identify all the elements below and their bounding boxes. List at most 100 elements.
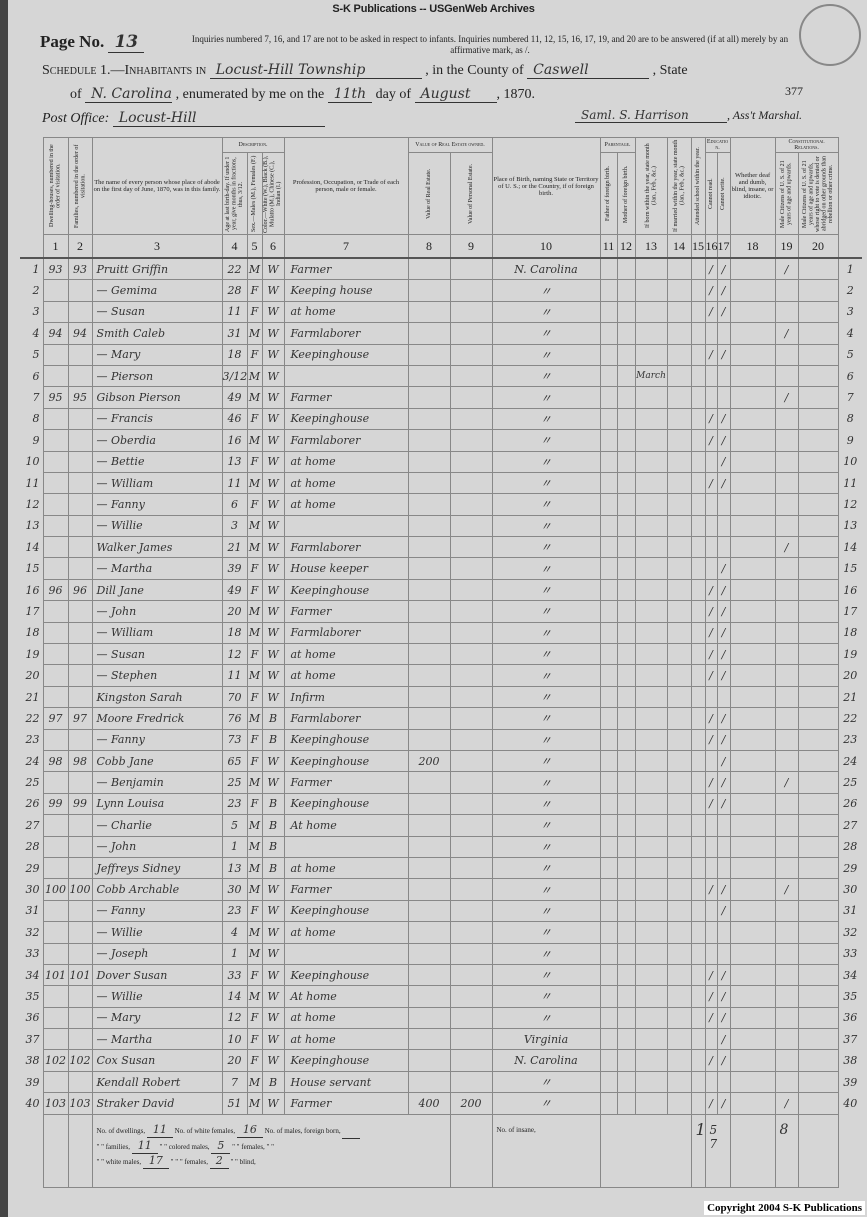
born-month xyxy=(634,1028,668,1051)
father-foreign xyxy=(599,257,618,281)
column-header-18: Whether deaf and dumb, blind, insane, or… xyxy=(729,137,776,235)
real-estate-value xyxy=(407,1049,451,1072)
father-foreign xyxy=(599,707,618,730)
column-header-3: The name of every person whose place of … xyxy=(91,137,223,235)
of-label: of xyxy=(70,87,82,102)
family-number xyxy=(67,899,93,923)
personal-estate-value xyxy=(449,450,493,473)
real-estate-value xyxy=(407,985,451,1008)
occupation: Farmer xyxy=(283,257,409,281)
column-number-row: 1 2 3 4 5 6 7 8 9 10 11 12 13 14 15 16 17 18 19 20 xyxy=(20,234,863,259)
foreign-males-label: No. of males, foreign born, xyxy=(264,1126,341,1135)
family-number xyxy=(67,536,93,559)
cannot-write xyxy=(716,835,731,858)
disability xyxy=(729,536,776,559)
color: W xyxy=(261,300,285,324)
married-month xyxy=(666,471,692,495)
sex: M xyxy=(246,878,263,901)
vote-denied xyxy=(797,814,839,837)
personal-estate-value xyxy=(449,429,493,452)
sex: F xyxy=(246,493,263,516)
color: W xyxy=(261,257,285,281)
real-estate-value xyxy=(407,450,451,473)
county: Caswell xyxy=(527,62,650,79)
column-header-text: Male Citizens of U. S. of 21 years of ag… xyxy=(780,159,793,228)
cannot-read xyxy=(704,450,718,473)
male-citizen xyxy=(774,493,799,516)
column-number: 16 xyxy=(704,234,718,259)
cannot-write: / xyxy=(716,343,731,366)
born-month xyxy=(634,450,668,473)
column-header-5: Sex.—Males (M.), Females (F.) xyxy=(246,152,263,235)
personal-estate-value xyxy=(449,1070,493,1094)
census-row: 38 102 102 Cox Susan 20 F W Keepinghouse N. Caro… xyxy=(20,1049,862,1072)
column-header-7: Profession, Occupation, or Trade of each… xyxy=(283,137,409,235)
male-citizen: / xyxy=(774,1092,799,1115)
cannot-read: / xyxy=(704,1092,718,1115)
disability xyxy=(729,429,776,452)
real-estate-value xyxy=(407,664,451,687)
column-header-14: If married within the year, state month … xyxy=(666,137,692,235)
line-number: 22 xyxy=(25,711,40,725)
column-header-text: Place of Birth, naming State or Territor… xyxy=(493,175,599,197)
disability xyxy=(729,1006,776,1030)
disability xyxy=(729,878,776,901)
day: 11th xyxy=(327,86,373,103)
occupation: Keepinghouse xyxy=(283,749,409,773)
birthplace: 〃 xyxy=(491,963,601,987)
column-header-text: Whether deaf and dumb, blind, insane, or… xyxy=(731,172,774,200)
real-estate-value xyxy=(407,578,451,602)
column-header-20: Male Citizens of U. S. of 21 years of ag… xyxy=(797,152,839,235)
day-of-label: day of xyxy=(375,87,412,102)
born-month xyxy=(634,493,668,516)
line-number-right: 23 xyxy=(843,733,858,747)
column-header-17: Cannot write. xyxy=(716,152,731,235)
real-estate-value xyxy=(407,942,451,965)
number-spacer xyxy=(20,234,43,259)
family-number xyxy=(67,942,93,965)
dwelling-number xyxy=(42,985,69,1008)
male-citizen xyxy=(774,429,799,452)
mother-foreign xyxy=(616,407,636,431)
vote-denied xyxy=(797,471,839,495)
line-number: 5 xyxy=(32,348,40,362)
column-header-text: Age at last birth-day. If under 1 year, … xyxy=(224,155,244,232)
real-estate-value xyxy=(407,1028,451,1051)
male-citizen: / xyxy=(774,322,799,345)
cannot-write xyxy=(716,921,731,944)
scan-edge xyxy=(0,0,8,1217)
sex: M xyxy=(246,386,263,409)
vote-denied xyxy=(797,386,839,409)
born-month xyxy=(634,514,668,538)
born-month xyxy=(634,300,668,324)
color: W xyxy=(261,643,285,666)
age: 11 xyxy=(221,300,248,324)
male-citizen xyxy=(774,963,799,987)
line-number: 8 xyxy=(32,412,40,426)
vote-denied xyxy=(797,643,839,666)
birthplace: 〃 xyxy=(491,728,601,751)
cannot-write: / xyxy=(716,643,731,666)
disability xyxy=(729,279,776,302)
column-header-text: Father of foreign birth. xyxy=(605,166,612,221)
male-citizen xyxy=(774,514,799,538)
male-citizen xyxy=(774,1006,799,1030)
census-row: 39 Kendall Robert 7 M B House servant 〃 39 xyxy=(20,1070,862,1094)
attended-school xyxy=(690,578,706,602)
dwelling-number: 101 xyxy=(42,963,69,987)
birthplace: 〃 xyxy=(491,536,601,559)
post-office-line: Post Office: Locust-Hill xyxy=(42,110,325,127)
color: W xyxy=(261,322,285,345)
column-number: 9 xyxy=(449,234,493,259)
line-number: 40 xyxy=(25,1096,40,1110)
color: W xyxy=(261,685,285,709)
colored-females-label: " " " females, xyxy=(170,1157,208,1166)
age: 10 xyxy=(221,1028,248,1051)
father-foreign xyxy=(599,621,618,645)
personal-estate-value xyxy=(449,643,493,666)
cannot-read: / xyxy=(704,771,718,794)
male-citizen xyxy=(774,300,799,324)
vote-denied xyxy=(797,429,839,452)
